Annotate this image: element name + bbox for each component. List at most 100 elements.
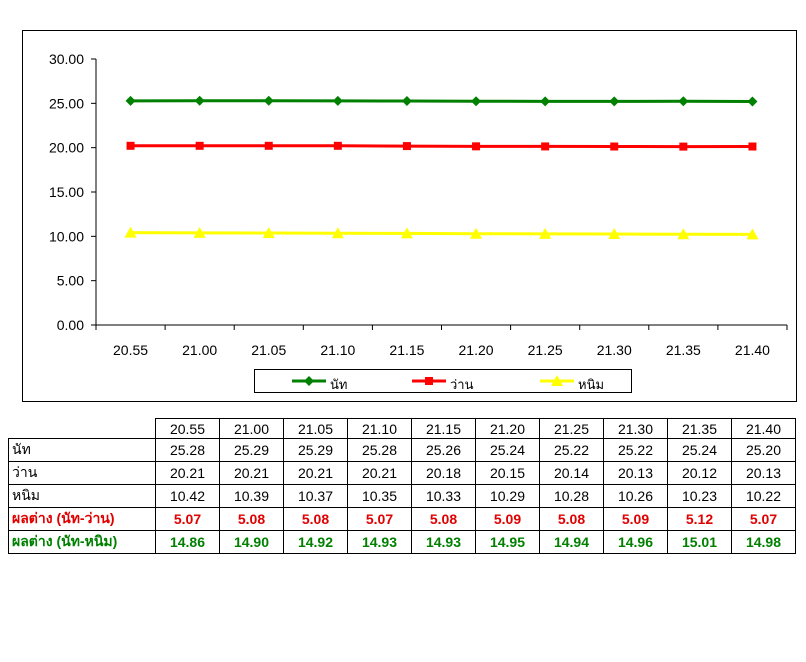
table-diff-cell: 5.12: [667, 507, 732, 531]
table-cell: 10.28: [539, 484, 604, 508]
table-header-cell: 21.40: [731, 418, 796, 439]
table-cell: 10.37: [283, 484, 348, 508]
table-header-cell: 21.05: [283, 418, 348, 439]
series-line-2: [130, 231, 753, 236]
data-point-2: [677, 228, 690, 240]
table-header-cell: 21.20: [475, 418, 540, 439]
data-point-0: [401, 96, 412, 107]
table-diff-cell: 14.96: [603, 530, 668, 554]
table-cell: 20.18: [411, 461, 476, 485]
table-cell: 25.26: [411, 438, 476, 462]
data-point-0: [540, 96, 551, 107]
data-point-2: [539, 227, 552, 239]
table-row-label: หนิม: [8, 484, 156, 508]
table-diff-cell: 14.93: [347, 530, 412, 554]
data-point-2: [400, 227, 413, 239]
legend-item-nim: หนิม: [538, 372, 628, 393]
data-point-2: [608, 228, 621, 240]
series-line-0: [130, 99, 753, 104]
x-tick-label: 21.00: [182, 342, 217, 358]
y-tick-label: 0.00: [57, 317, 84, 333]
data-point-0: [678, 96, 689, 107]
legend-label-wan: ว่าน: [450, 377, 474, 392]
line-chart: 0.00 5.00 10.00 15.00 20.00 25.00 30.00 20.55 21…: [49, 51, 788, 358]
table-header-cell: 21.35: [667, 418, 732, 439]
legend-swatch-wan: [412, 377, 446, 385]
x-tick-label: 20.55: [113, 342, 148, 358]
data-point-2: [262, 227, 275, 239]
table-cell: 20.21: [347, 461, 412, 485]
table-diff-label: ผลต่าง (นัท-ว่าน): [8, 507, 156, 531]
data-point-1: [264, 141, 273, 150]
table-header-cell: 21.10: [347, 418, 412, 439]
data-point-0: [194, 95, 205, 106]
x-tick-label: 21.20: [459, 342, 494, 358]
data-point-0: [263, 95, 274, 106]
table-corner-cell: [9, 419, 156, 439]
table-diff-cell: 5.07: [347, 507, 412, 531]
table-cell: 10.35: [347, 484, 412, 508]
data-point-1: [402, 142, 411, 151]
table-diff-cell: 5.08: [411, 507, 476, 531]
table-cell: 20.13: [731, 461, 796, 485]
table-diff-cell: 14.86: [155, 530, 220, 554]
data-point-1: [610, 142, 619, 151]
table-diff-cell: 14.93: [411, 530, 476, 554]
y-tick-label: 15.00: [49, 184, 84, 200]
data-point-2: [124, 226, 137, 238]
data-point-2: [746, 228, 759, 240]
table-cell: 20.13: [603, 461, 668, 485]
table-cell: 25.29: [219, 438, 284, 462]
table-diff-row: ผลต่าง (นัท-ว่าน) 5.07 5.08 5.08 5.07 5.08 5.0…: [8, 507, 796, 531]
table-diff-cell: 15.01: [667, 530, 732, 554]
table-diff-cell: 5.08: [283, 507, 348, 531]
x-tick-label: 21.05: [251, 342, 286, 358]
data-point-0: [747, 96, 758, 107]
table-header-cell: 21.00: [219, 418, 284, 439]
data-point-0: [609, 96, 620, 107]
table-header-cell: 21.15: [411, 418, 476, 439]
table-cell: 25.24: [667, 438, 732, 462]
table-header-cell: 21.30: [603, 418, 668, 439]
table-diff-label: ผลต่าง (นัท-หนิม): [8, 530, 156, 554]
table-header-cell: 21.25: [539, 418, 604, 439]
table-cell: 20.21: [219, 461, 284, 485]
table-diff-cell: 5.08: [219, 507, 284, 531]
x-tick-label: 21.10: [320, 342, 355, 358]
table-cell: 25.28: [155, 438, 220, 462]
data-point-1: [195, 141, 204, 150]
data-point-1: [333, 141, 342, 150]
data-point-1: [126, 141, 135, 150]
data-point-1: [541, 142, 550, 151]
table-cell: 20.21: [283, 461, 348, 485]
data-point-0: [332, 95, 343, 106]
y-tick-label: 30.00: [49, 51, 84, 67]
table-cell: 20.12: [667, 461, 732, 485]
x-tick-label: 21.40: [735, 342, 770, 358]
table-cell: 25.28: [347, 438, 412, 462]
table-header-cell: 20.55: [155, 418, 220, 439]
table-cell: 10.26: [603, 484, 668, 508]
data-table: 20.55 21.00 21.05 21.10 21.15 21.20 21.25 21.30…: [8, 418, 796, 554]
table-row: หนิม 10.42 10.39 10.37 10.35 10.33 10.29 10.28 1…: [8, 484, 796, 508]
table-cell: 25.22: [603, 438, 668, 462]
table-diff-cell: 14.90: [219, 530, 284, 554]
table-cell: 10.33: [411, 484, 476, 508]
data-point-0: [471, 96, 482, 107]
table-cell: 25.29: [283, 438, 348, 462]
table-row-label: นัท: [8, 438, 156, 462]
table-cell: 10.22: [731, 484, 796, 508]
y-tick-label: 20.00: [49, 140, 84, 156]
table-header-row: 20.55 21.00 21.05 21.10 21.15 21.20 21.25 21.30…: [9, 418, 796, 439]
legend-item-wan: ว่าน: [410, 372, 510, 393]
data-point-1: [472, 142, 481, 151]
chart-area: 0.00 5.00 10.00 15.00 20.00 25.00 30.00 20.55 21…: [22, 30, 797, 402]
table-row-label: ว่าน: [8, 461, 156, 485]
legend-label-nim: หนิม: [578, 377, 605, 392]
y-tick-label: 5.00: [57, 273, 84, 289]
table-cell: 10.39: [219, 484, 284, 508]
table-cell: 20.14: [539, 461, 604, 485]
series-line-1: [130, 144, 753, 149]
table-diff-cell: 5.07: [731, 507, 796, 531]
data-point-2: [470, 227, 483, 239]
